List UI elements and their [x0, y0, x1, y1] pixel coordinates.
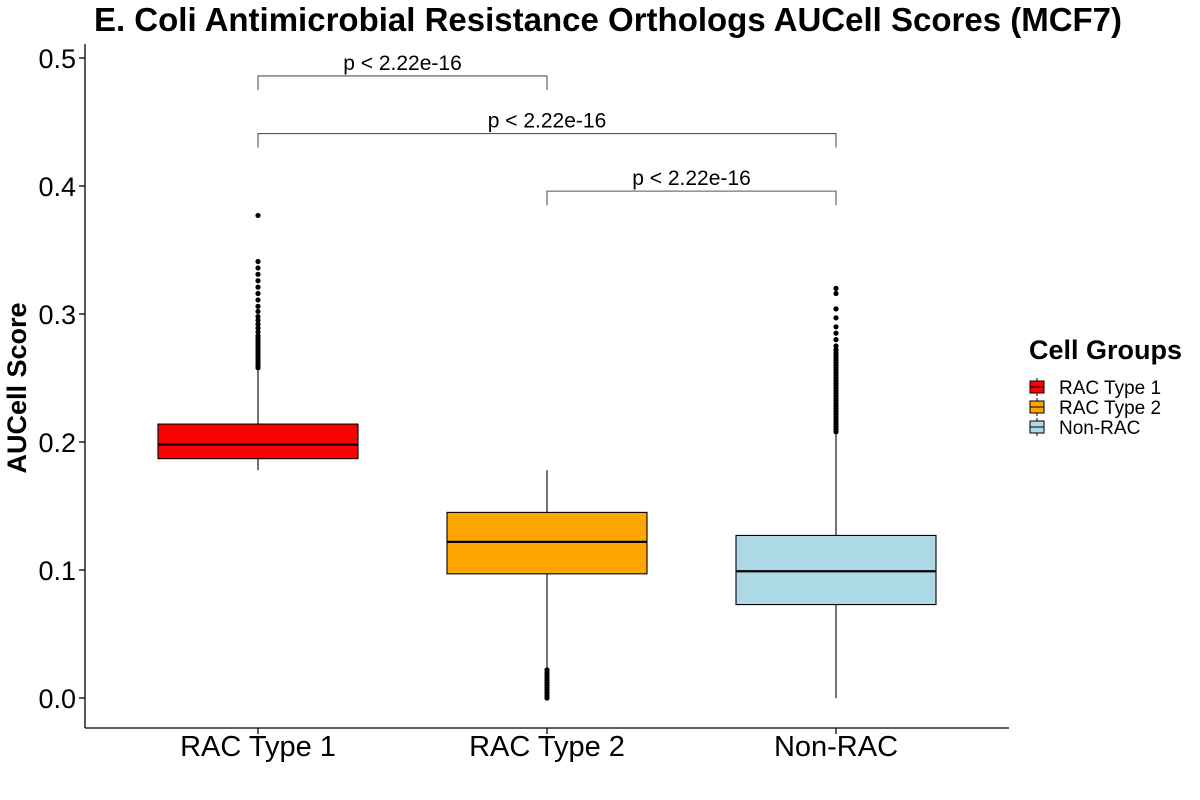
outlier-point — [255, 265, 261, 271]
x-tick-label: RAC Type 1 — [180, 731, 336, 763]
y-tick-label: 0.4 — [38, 172, 76, 202]
outlier-point — [255, 278, 261, 284]
box-group-rac-type-2 — [446, 470, 648, 701]
y-axis-title: AUCell Score — [2, 302, 32, 473]
iqr-box — [735, 534, 937, 606]
p-value-label: p < 2.22e-16 — [632, 167, 751, 190]
outlier-point — [255, 329, 261, 335]
p-value-label: p < 2.22e-16 — [488, 110, 607, 133]
y-tick-label: 0.5 — [38, 44, 76, 74]
significance-bracket: p < 2.22e-16 — [257, 52, 548, 90]
outlier-point — [255, 212, 261, 219]
legend-label: Non-RAC — [1059, 418, 1140, 439]
outlier-point — [255, 290, 261, 297]
iqr-box — [157, 423, 359, 460]
x-tick-label: RAC Type 2 — [469, 731, 625, 763]
chart-title: E. Coli Antimicrobial Resistance Ortholo… — [94, 1, 1122, 38]
box-group-non-rac — [735, 285, 937, 698]
outlier-point — [833, 330, 839, 336]
outlier-point — [255, 284, 261, 290]
p-value-label: p < 2.22e-16 — [343, 52, 462, 75]
outlier-point — [833, 343, 839, 349]
legend-item: RAC Type 2 — [1029, 398, 1161, 419]
significance-bracket: p < 2.22e-16 — [257, 110, 837, 148]
iqr-box — [446, 511, 648, 575]
plot-area: 0.0 0.1 0.2 0.3 0.4 0.5 RAC Type 1 RAC Type 2 No… — [38, 44, 1009, 763]
outlier-point — [255, 325, 261, 331]
outlier-point — [833, 315, 839, 321]
outlier-point — [255, 271, 261, 277]
outlier-point — [255, 308, 261, 315]
outlier-point — [255, 313, 261, 320]
significance-bracket: p < 2.22e-16 — [546, 167, 837, 206]
y-tick-label: 0.2 — [38, 428, 76, 458]
legend-label: RAC Type 1 — [1059, 378, 1161, 399]
legend-label: RAC Type 2 — [1059, 398, 1161, 419]
x-tick-label: Non-RAC — [774, 731, 898, 763]
y-tick-label: 0.3 — [38, 300, 76, 330]
legend-item: Non-RAC — [1029, 418, 1140, 439]
outlier-point — [255, 317, 261, 323]
outlier-point — [255, 333, 261, 339]
outlier-point — [833, 324, 839, 330]
bracket-line — [257, 132, 837, 148]
outlier-point — [833, 290, 839, 297]
box-group-rac-type-1 — [157, 212, 359, 471]
outlier-point — [255, 297, 261, 303]
outlier-point — [833, 347, 839, 353]
bracket-line — [257, 75, 548, 90]
y-tick-label: 0.0 — [38, 684, 76, 714]
outlier-point — [544, 667, 550, 673]
legend-item: RAC Type 1 — [1029, 378, 1161, 399]
outlier-point — [833, 306, 839, 312]
y-tick-label: 0.1 — [38, 556, 76, 586]
legend-title: Cell Groups — [1029, 335, 1182, 365]
outlier-point — [255, 258, 261, 265]
outlier-point — [833, 285, 839, 291]
outlier-point — [255, 321, 261, 327]
outlier-point — [833, 337, 839, 343]
bracket-line — [546, 190, 837, 206]
outlier-point — [255, 303, 261, 309]
